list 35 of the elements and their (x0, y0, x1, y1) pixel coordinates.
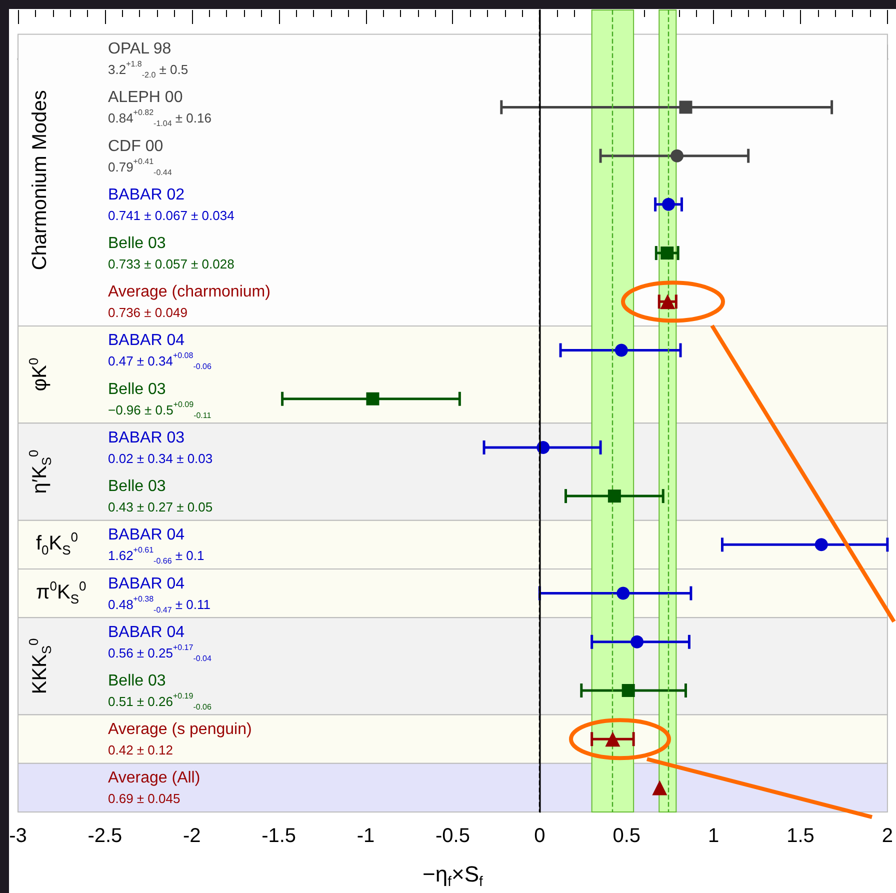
point (679, 100, 692, 114)
point (814, 538, 828, 552)
x-tick-label: 2 (882, 825, 893, 847)
x-tick-label: -1.5 (262, 825, 296, 847)
point (662, 198, 676, 211)
x-tick-label: -3 (9, 825, 27, 847)
band-label: η′KS0 (26, 450, 54, 494)
y-tick-label: Average (All) 0.69 ± 0.045 (108, 770, 200, 806)
x-tick-label: -2 (182, 825, 201, 847)
point (608, 490, 621, 503)
point (660, 246, 674, 260)
band-label: KKKS0 (26, 638, 54, 694)
x-tick-label: -1 (356, 825, 375, 847)
point (366, 392, 380, 406)
x-tick-label: -0.5 (435, 825, 470, 847)
y-tick-label: Belle 03 0.43 ± 0.27 ± 0.05 (108, 478, 213, 515)
band-label: Charmonium Modes (29, 90, 51, 270)
x-tick-label: 0.5 (612, 825, 641, 847)
y-tick-label: Average (charmonium) 0.736 ± 0.049 (108, 284, 270, 320)
x-tick-label: 0 (534, 825, 546, 847)
point (614, 344, 628, 357)
x-tick-label: 1 (708, 825, 720, 847)
point (630, 635, 644, 648)
point (622, 684, 635, 697)
point (652, 780, 668, 796)
point (605, 732, 620, 747)
y-tick-label: BABAR 03 0.02 ± 0.34 ± 0.03 (108, 429, 213, 466)
y-tick-label: Belle 03 0.733 ± 0.057 ± 0.028 (108, 235, 234, 272)
point (616, 586, 630, 600)
y-tick-label: Average (s penguin) 0.42 ± 0.12 (108, 721, 252, 758)
x-tick-label: -2.5 (88, 825, 122, 847)
band-label: φK0 (26, 358, 51, 392)
point (670, 149, 684, 162)
x-tick-label: 1.5 (786, 825, 814, 847)
y-tick-label: BABAR 02 0.741 ± 0.067 ± 0.034 (108, 186, 234, 223)
